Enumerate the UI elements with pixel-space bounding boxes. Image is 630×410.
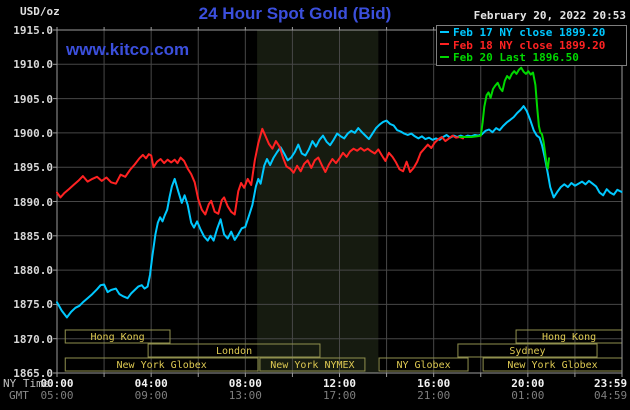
chart-datetime: February 20, 2022 20:53 — [473, 9, 626, 22]
session-label: London — [216, 346, 252, 357]
y-axis-label: 1900.0 — [13, 126, 53, 140]
session-label: Sydney — [509, 346, 545, 357]
x-axis-label-gmt: 13:00 — [228, 389, 262, 402]
y-axis-label: 1880.0 — [13, 264, 53, 278]
x-axis-label-ny: 16:00 — [417, 377, 451, 390]
page-title: 24 Hour Spot Gold (Bid) — [198, 4, 392, 23]
session-label: NY Globex — [396, 360, 450, 371]
y-axis-unit-label: USD/oz — [20, 5, 60, 18]
y-axis-label: 1910.0 — [13, 58, 53, 72]
y-axis-label: 1870.0 — [13, 332, 53, 346]
legend-row: Feb 18 NY close 1899.20 — [440, 39, 626, 53]
session-label: Hong Kong — [91, 332, 145, 343]
session-box — [259, 357, 366, 372]
x-axis-label-gmt: 17:00 — [322, 389, 357, 402]
x-axis-label-ny: 23:59 — [594, 377, 628, 390]
legend-dash-icon — [440, 55, 449, 58]
plot-area: Hong Kong Hong Kong London Sydney New York G… — [52, 27, 627, 378]
price-chart-svg: Hong Kong Hong Kong London Sydney New York G… — [53, 27, 623, 377]
session-label: New York Globex — [116, 360, 206, 371]
x-axis-label-gmt: 09:00 — [134, 389, 168, 402]
x-axis-label-ny: 12:00 — [322, 377, 357, 390]
x-axis-label-gmt: 05:00 — [40, 389, 74, 402]
legend-dash-icon — [440, 43, 449, 45]
legend-box: Feb 17 NY close 1899.20 Feb 18 NY close 1… — [436, 25, 627, 66]
x-axis-label-gmt: 01:00 — [511, 389, 545, 402]
session-box — [64, 329, 171, 344]
x-axis-label-ny: 20:00 — [511, 377, 545, 390]
kitco-watermark: www.kitco.com — [66, 40, 190, 59]
session-box — [147, 343, 321, 358]
session-box — [378, 357, 469, 372]
session-box — [457, 343, 598, 358]
y-axis-label: 1905.0 — [13, 92, 53, 106]
session-box — [64, 357, 259, 372]
y-axis-label: 1865.0 — [13, 367, 53, 380]
y-axis-label: 1915.0 — [13, 24, 53, 37]
y-axis-label: 1895.0 — [13, 161, 53, 175]
feb20-line — [458, 66, 550, 170]
x-axis-label-ny: 00:00 — [40, 377, 74, 390]
session-label: Hong Kong — [542, 332, 596, 343]
x-axis-label-ny: 08:00 — [228, 377, 262, 390]
y-axis-label: 1875.0 — [13, 298, 53, 312]
session-label: New York Globex — [507, 360, 597, 371]
legend-row: Feb 20 Last 1896.50 — [440, 51, 626, 65]
gmt-axis-label: GMT — [9, 389, 29, 402]
feb17-line — [56, 105, 623, 319]
feb18-line — [56, 127, 465, 216]
legend-dash-icon — [440, 30, 449, 33]
y-axis-label: 1885.0 — [13, 229, 53, 243]
session-label: New York NYMEX — [270, 360, 354, 371]
ny-time-axis-label: NY Time — [3, 377, 50, 390]
legend-row: Feb 17 NY close 1899.20 — [440, 26, 626, 40]
x-axis-label-gmt: 21:00 — [417, 389, 451, 402]
x-axis-label-gmt: 04:59 — [594, 389, 628, 402]
x-axis-label-ny: 04:00 — [134, 377, 168, 390]
y-axis-label: 1890.0 — [13, 195, 53, 209]
